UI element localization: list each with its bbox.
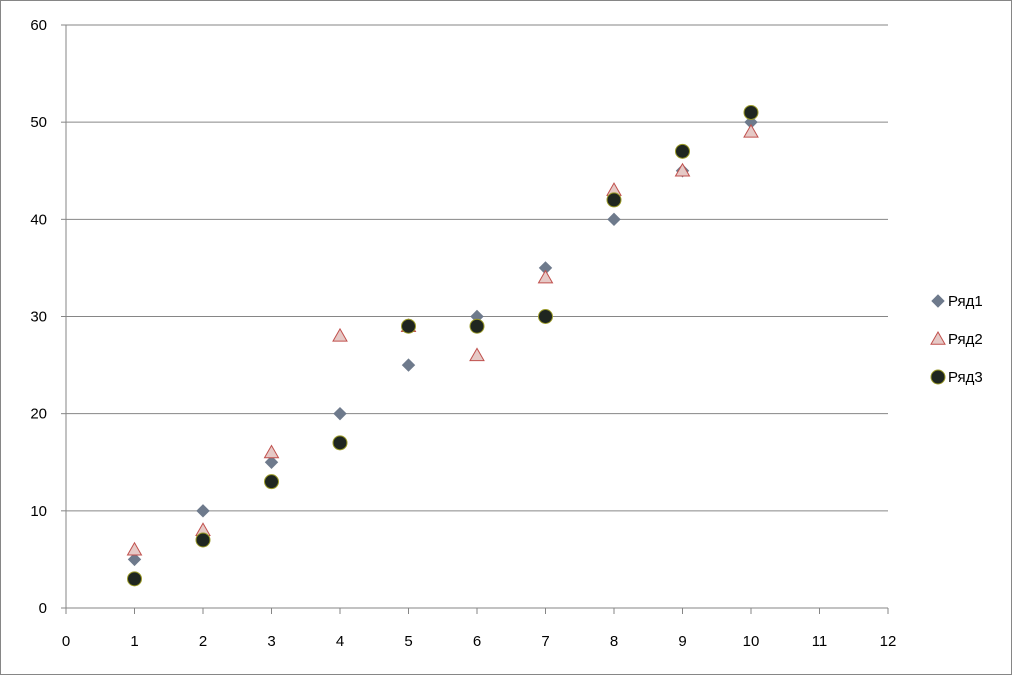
- point-series3: [743, 104, 759, 120]
- x-tick-label: 12: [880, 633, 897, 650]
- x-tick-label: 2: [199, 633, 207, 650]
- x-tick-label: 0: [62, 633, 70, 650]
- series-3: [127, 104, 759, 587]
- y-tick-label: 20: [30, 406, 47, 423]
- point-series3: [606, 192, 622, 208]
- legend-marker-1: [931, 294, 945, 308]
- legend-marker-2: [930, 330, 946, 345]
- y-tick-label: 30: [30, 309, 47, 326]
- x-tick-label: 7: [541, 633, 549, 650]
- point-series2: [674, 162, 691, 177]
- data-points: [126, 104, 759, 587]
- series-2: [126, 123, 759, 556]
- y-tick-label: 50: [30, 114, 47, 131]
- legend-item-1: Ряд1: [931, 293, 983, 310]
- gridlines: [66, 24, 888, 512]
- series-1: [127, 115, 758, 567]
- x-tick-label: 10: [743, 633, 760, 650]
- x-tick-label: 1: [130, 633, 138, 650]
- point-series3: [332, 435, 348, 451]
- x-tick-label: 3: [267, 633, 275, 650]
- point-series1: [607, 212, 621, 227]
- legend-label: Ряд2: [948, 331, 983, 348]
- point-series3: [675, 143, 690, 159]
- point-series1: [401, 358, 416, 372]
- legend-item-3: Ряд3: [930, 369, 983, 386]
- y-tick-label: 40: [30, 211, 47, 228]
- legend: Ряд1 Ряд2 Ряд3: [930, 293, 983, 386]
- point-series1: [264, 455, 279, 469]
- x-tick-label: 8: [610, 633, 618, 650]
- point-series2: [537, 269, 554, 284]
- x-tick-label: 5: [404, 633, 412, 650]
- point-series3: [195, 532, 211, 548]
- legend-marker-3: [930, 369, 946, 385]
- x-tick-label: 9: [678, 633, 686, 650]
- x-tick-label: 4: [336, 633, 344, 650]
- point-series2: [332, 327, 348, 342]
- point-series3: [469, 318, 485, 334]
- point-series3: [538, 309, 553, 324]
- point-series2: [126, 541, 143, 556]
- point-series3: [264, 474, 279, 490]
- y-tick-label: 60: [30, 17, 47, 34]
- point-series1: [127, 552, 142, 567]
- legend-label: Ряд1: [948, 293, 983, 310]
- legend-label: Ряд3: [948, 369, 983, 386]
- point-series2: [469, 347, 485, 362]
- point-series2: [743, 123, 759, 138]
- point-series1: [333, 406, 347, 421]
- y-tick-label: 10: [30, 503, 47, 520]
- x-tick-label: 11: [812, 633, 828, 650]
- point-series2: [263, 444, 280, 459]
- legend-item-2: Ряд2: [930, 330, 983, 348]
- point-series3: [127, 571, 142, 587]
- x-tick-label: 6: [473, 633, 481, 650]
- point-series1: [196, 504, 210, 518]
- point-series3: [401, 318, 416, 334]
- y-tick-label: 0: [39, 600, 47, 617]
